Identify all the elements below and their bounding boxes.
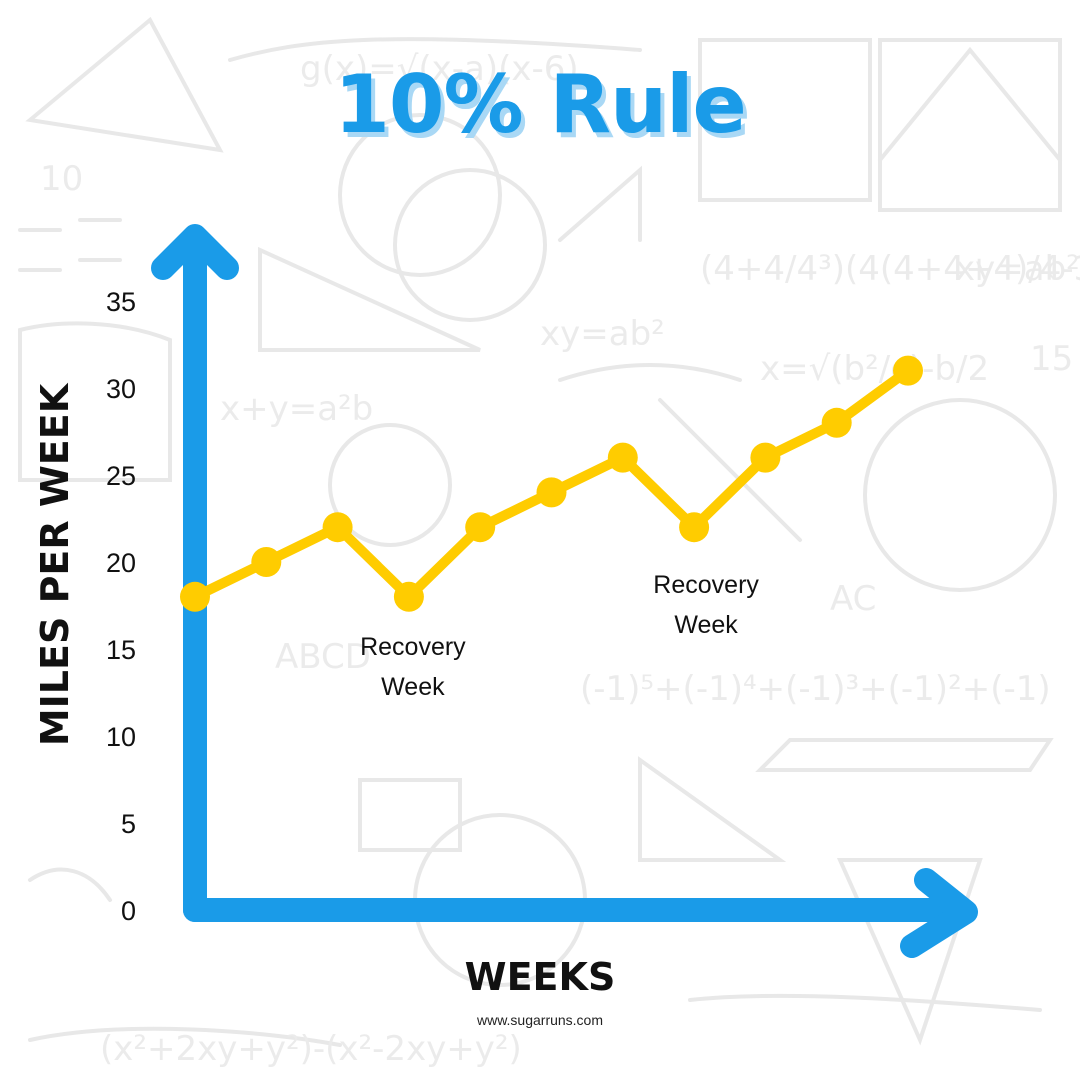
svg-text:15: 15 (1030, 339, 1073, 379)
y-tick-label: 15 (106, 635, 136, 665)
data-point (393, 581, 424, 612)
y-tick-label: 30 (106, 374, 136, 404)
annotation-line-1: Recovery (360, 632, 466, 661)
data-point (180, 581, 210, 612)
svg-text:10: 10 (40, 159, 83, 199)
svg-text:AC: AC (830, 579, 876, 619)
axes (151, 224, 978, 958)
data-point (251, 547, 282, 577)
data-point (322, 512, 353, 543)
svg-text:g(x)=√(x-a)(x-6): g(x)=√(x-a)(x-6) (300, 49, 579, 89)
footer-url: www.sugarruns.com (476, 1012, 604, 1028)
data-point (607, 442, 638, 473)
svg-text:ABCD: ABCD (275, 637, 371, 677)
svg-text:(4+4/4³)(4(4+4+4)/4-3°): (4+4/4³)(4(4+4+4)/4-3°) (700, 249, 1080, 289)
data-point (750, 442, 781, 473)
svg-text:xy=ab²: xy=ab² (540, 314, 665, 354)
data-point (893, 355, 923, 386)
y-tick-label: 0 (121, 896, 136, 926)
svg-text:(x²+2xy+y²)-(x²-2xy+y²): (x²+2xy+y²)-(x²-2xy+y²) (100, 1029, 522, 1069)
y-axis-label: MILES PER WEEK (33, 383, 77, 747)
y-tick-label: 35 (106, 287, 136, 317)
y-tick-label: 20 (106, 548, 136, 578)
chart-title: 10% Rule (334, 58, 747, 151)
data-point (465, 512, 496, 543)
recovery-week-annotation-2: Recovery Week (606, 565, 806, 645)
y-axis-arrowhead (151, 224, 239, 280)
x-axis-arrowhead (900, 868, 978, 958)
data-point (536, 477, 567, 508)
svg-text:(-1)⁵+(-1)⁴+(-1)³+(-1)²+(-1): (-1)⁵+(-1)⁴+(-1)³+(-1)²+(-1) (580, 669, 1051, 709)
data-point (679, 512, 710, 543)
data-point (821, 407, 852, 438)
svg-text:x=√(b²/c)-b/2: x=√(b²/c)-b/2 (760, 349, 989, 389)
y-tick-label: 10 (106, 722, 136, 752)
x-axis-label: WEEKS (464, 955, 616, 999)
annotation-line-1: Recovery (653, 571, 759, 600)
y-tick-label: 5 (121, 809, 136, 839)
annotation-line-2: Week (381, 672, 445, 701)
annotation-line-2: Week (674, 611, 738, 640)
svg-text:x+y=a²b: x+y=a²b (220, 389, 373, 429)
svg-text:xy=ab²: xy=ab² (955, 249, 1080, 289)
y-tick-label: 25 (106, 461, 136, 491)
series-miles-per-week (180, 355, 923, 612)
y-tick-labels: 0 5 10 15 20 25 30 35 (106, 287, 136, 926)
recovery-week-annotation-1: Recovery Week (313, 627, 513, 707)
